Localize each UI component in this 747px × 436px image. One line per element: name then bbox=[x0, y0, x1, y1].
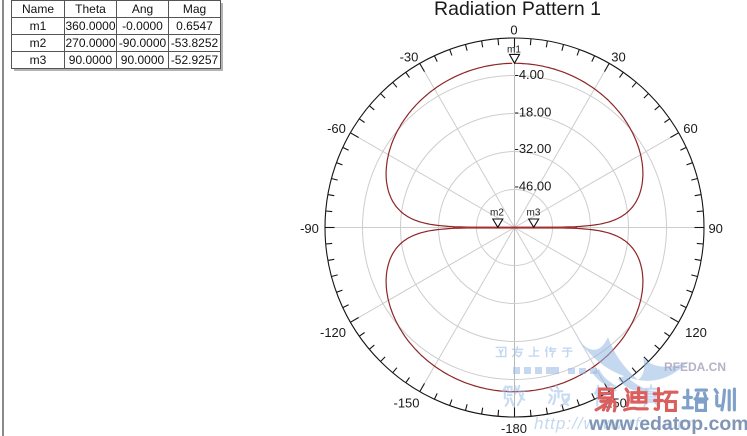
svg-text:-18.00: -18.00 bbox=[515, 104, 552, 119]
svg-text:-150: -150 bbox=[393, 396, 419, 411]
svg-text:-90: -90 bbox=[300, 221, 319, 236]
svg-text:-30: -30 bbox=[400, 50, 419, 65]
svg-text:60: 60 bbox=[683, 121, 697, 136]
svg-text:90: 90 bbox=[708, 221, 722, 236]
svg-text:m3: m3 bbox=[527, 208, 541, 219]
svg-text:-46.00: -46.00 bbox=[515, 179, 552, 194]
svg-text:RFEDA.CN: RFEDA.CN bbox=[664, 360, 726, 374]
svg-text:www.edatop.com: www.edatop.com bbox=[588, 413, 747, 435]
svg-text:-32.00: -32.00 bbox=[515, 141, 552, 156]
svg-text:0: 0 bbox=[510, 23, 517, 38]
svg-text:http://www.rfeda.cn: http://www.rfeda.cn bbox=[534, 414, 698, 433]
svg-text:m1: m1 bbox=[507, 45, 521, 56]
svg-text:m2: m2 bbox=[490, 208, 504, 219]
svg-text:30: 30 bbox=[611, 50, 625, 65]
svg-text:120: 120 bbox=[685, 325, 707, 340]
svg-text:-4.00: -4.00 bbox=[515, 67, 545, 82]
svg-text:-120: -120 bbox=[320, 325, 346, 340]
svg-text:-60: -60 bbox=[327, 121, 346, 136]
svg-text:Radiation Pattern 1: Radiation Pattern 1 bbox=[434, 0, 601, 20]
svg-text:-180: -180 bbox=[501, 421, 527, 436]
